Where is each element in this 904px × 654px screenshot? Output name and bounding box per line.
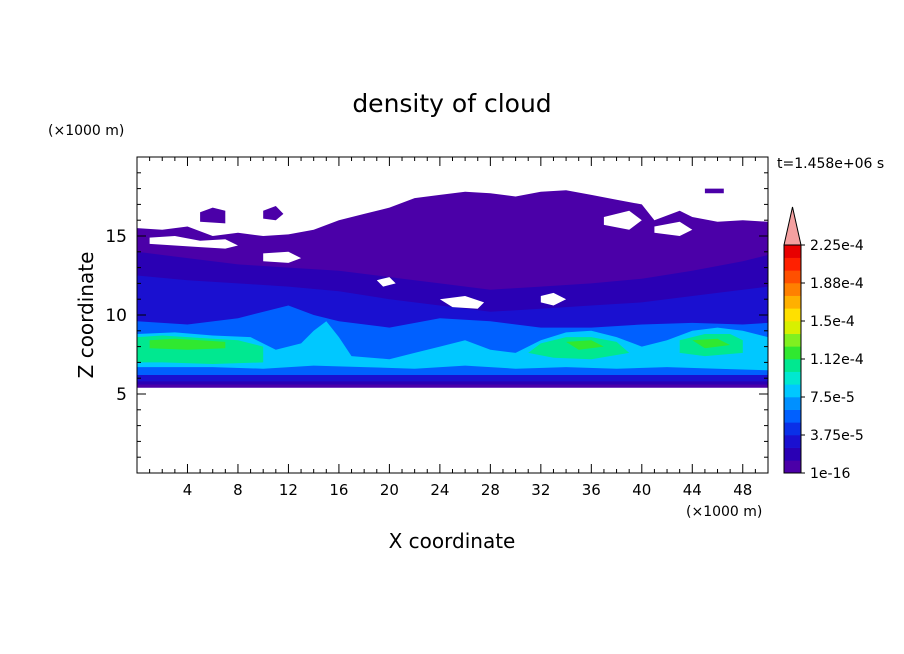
colorbar-swatch: [784, 460, 801, 474]
colorbar-label: 1.88e-4: [810, 276, 864, 292]
x-tick-label: 16: [329, 481, 348, 499]
x-tick-label: 4: [183, 481, 193, 499]
colorbar-swatch: [784, 270, 801, 284]
clear-gap-0: [149, 236, 238, 249]
density-region-9: [566, 340, 604, 350]
x-tick-label: 44: [683, 481, 702, 499]
y-axis-label: Z coordinate: [74, 252, 98, 379]
x-tick-label: 28: [481, 481, 500, 499]
x-tick-label: 36: [582, 481, 601, 499]
colorbar-label: 1e-16: [810, 466, 850, 482]
clear-gap-3: [540, 292, 567, 306]
colorbar-swatch: [784, 397, 801, 410]
colorbar-swatch: [784, 346, 801, 360]
x-tick-label: 40: [632, 481, 651, 499]
colorbar-label: 3.75e-5: [810, 428, 864, 444]
colorbar-swatch: [784, 371, 801, 385]
colorbar-swatch: [784, 447, 801, 461]
colorbar-swatch: [784, 283, 801, 296]
y-tick-label: 15: [105, 227, 127, 247]
density-region-8: [149, 338, 226, 350]
density-region-13: [704, 188, 724, 194]
x-axis-label: X coordinate: [389, 529, 516, 553]
density-region-11: [200, 207, 226, 224]
x-tick-label: 32: [531, 481, 550, 499]
clear-gap-1: [263, 251, 302, 263]
x-tick-label: 8: [233, 481, 243, 499]
clear-gap-6: [376, 277, 396, 287]
colorbar-swatch: [784, 245, 801, 258]
colorbar-swatch: [784, 333, 801, 347]
colorbar-extend-arrow: [783, 206, 802, 246]
colorbar-label: 7.5e-5: [810, 390, 855, 406]
chart-title: density of cloud: [352, 89, 551, 118]
colorbar-swatch: [784, 435, 801, 448]
density-field: [137, 188, 768, 388]
density-region-4: [137, 321, 768, 371]
x-tick-label: 48: [733, 481, 752, 499]
y-ticks: 5 10 15: [105, 172, 768, 458]
density-region-12: [263, 206, 284, 221]
x-unit-label: (×1000 m): [686, 504, 762, 520]
colorbar-label: 1.5e-4: [810, 314, 855, 330]
x-tick-label: 20: [380, 481, 399, 499]
colorbar-label: 1.12e-4: [810, 352, 864, 368]
density-region-10: [692, 338, 731, 349]
colorbar: 1e-16 3.75e-5 7.5e-5 1.12e-4 1.5e-4 1.88e-4 2.…: [783, 206, 864, 482]
x-ticks: 4 8 12 16 20 24 28 32 36 40 44 48: [149, 157, 756, 499]
time-label: t=1.458e+06 s: [777, 156, 884, 172]
colorbar-swatch: [784, 422, 801, 436]
colorbar-swatch: [784, 409, 801, 423]
x-tick-label: 24: [430, 481, 449, 499]
colorbar-swatch: [784, 384, 801, 398]
y-tick-label: 5: [116, 385, 127, 405]
y-tick-label: 10: [105, 306, 127, 326]
colorbar-swatch: [784, 295, 801, 309]
colorbar-swatch: [784, 321, 801, 334]
colorbar-swatch: [784, 257, 801, 271]
clear-gap-4: [603, 210, 642, 230]
x-tick-label: 12: [279, 481, 298, 499]
colorbar-label: 2.25e-4: [810, 238, 864, 254]
colorbar-swatch: [784, 308, 801, 322]
clear-gap-2: [439, 296, 485, 309]
clear-gap-5: [654, 221, 693, 236]
y-unit-label: (×1000 m): [48, 123, 124, 139]
colorbar-swatch: [784, 359, 801, 372]
